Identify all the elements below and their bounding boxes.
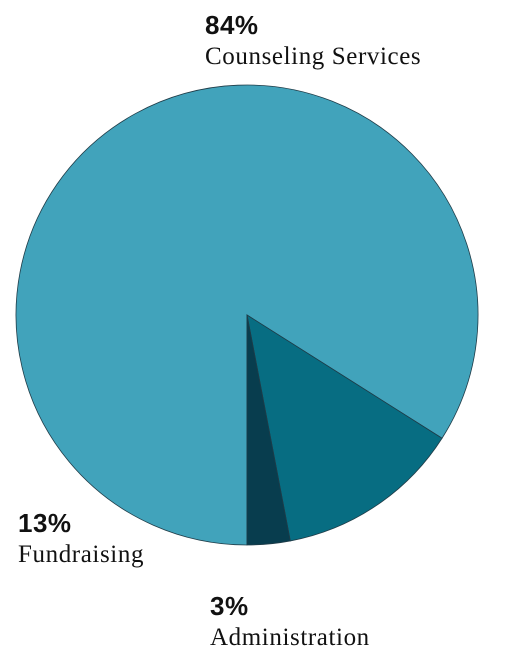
- slice-percent-fundraising: 13%: [18, 510, 144, 536]
- slice-label-administration: 3% Administration: [210, 593, 370, 650]
- slice-name-fundraising: Fundraising: [18, 542, 144, 567]
- slice-label-fundraising: 13% Fundraising: [18, 510, 144, 567]
- slice-name-counseling-services: Counseling Services: [205, 44, 421, 69]
- slice-percent-administration: 3%: [210, 593, 370, 619]
- slice-percent-counseling-services: 84%: [205, 12, 421, 38]
- slice-label-counseling-services: 84% Counseling Services: [205, 12, 421, 69]
- slice-name-administration: Administration: [210, 625, 370, 650]
